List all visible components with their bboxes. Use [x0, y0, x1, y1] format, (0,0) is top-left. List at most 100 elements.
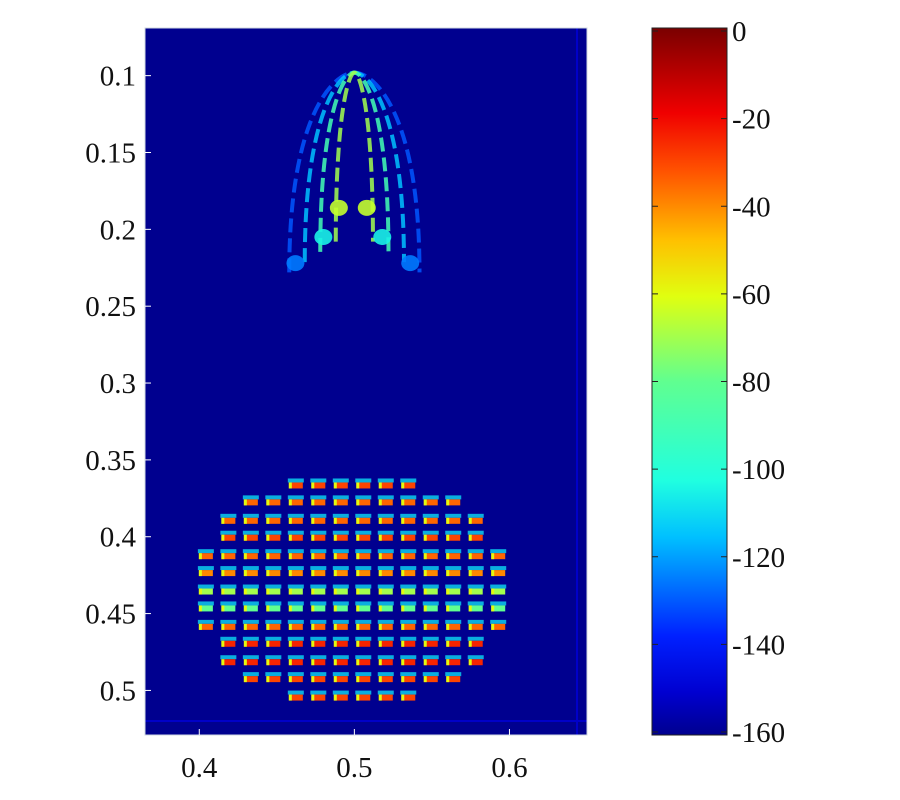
dot-halo: [467, 513, 484, 518]
colorbar-tick-label: -60: [732, 279, 771, 311]
array-dot: [333, 570, 348, 577]
y-tick-label: 0.1: [100, 61, 136, 93]
array-dot: [491, 588, 506, 595]
dot-halo: [400, 495, 417, 500]
array-dot-edge: [423, 605, 427, 612]
dot-halo: [332, 513, 349, 518]
colorbar-tick-label: -80: [732, 367, 771, 399]
array-dot: [311, 534, 326, 541]
array-dot-edge: [266, 517, 270, 524]
dot-halo: [422, 672, 439, 677]
array-dot: [356, 499, 371, 506]
array-dot-edge: [446, 517, 450, 524]
array-dot-edge: [356, 676, 360, 683]
array-dot: [491, 570, 506, 577]
dot-halo: [197, 619, 214, 624]
array-dot: [423, 570, 438, 577]
dot-halo: [445, 566, 462, 571]
y-tick-label: 0.2: [100, 214, 136, 246]
array-dot-edge: [333, 553, 337, 560]
dot-halo: [265, 601, 282, 606]
array-dot: [446, 553, 461, 560]
dot-halo: [377, 636, 394, 641]
dot-halo: [400, 672, 417, 677]
array-dot: [288, 605, 303, 612]
array-dot: [378, 659, 393, 666]
dot-halo: [287, 601, 304, 606]
array-dot: [288, 517, 303, 524]
array-dot: [266, 605, 281, 612]
dot-halo: [220, 584, 237, 589]
array-dot: [356, 517, 371, 524]
heatmap-background: [145, 28, 587, 735]
dot-halo: [242, 636, 259, 641]
dot-halo: [377, 584, 394, 589]
array-dot-edge: [423, 517, 427, 524]
dot-halo: [287, 636, 304, 641]
array-dot: [378, 499, 393, 506]
array-dot-edge: [378, 588, 382, 595]
array-dot: [311, 605, 326, 612]
array-dot-edge: [198, 605, 202, 612]
dot-halo: [355, 530, 372, 535]
dot-halo: [220, 636, 237, 641]
array-dot: [401, 694, 416, 701]
dot-halo: [445, 672, 462, 677]
array-dot-edge: [243, 588, 247, 595]
dot-halo: [265, 566, 282, 571]
array-dot: [468, 570, 483, 577]
array-dot: [423, 659, 438, 666]
arch-blob: [357, 199, 376, 216]
array-dot-edge: [198, 553, 202, 560]
dot-halo: [310, 672, 327, 677]
colorbar-tick-label: -100: [732, 454, 785, 486]
dot-halo: [422, 636, 439, 641]
array-dot: [243, 605, 258, 612]
array-dot-edge: [423, 570, 427, 577]
array-dot: [266, 553, 281, 560]
array-dot-edge: [311, 499, 315, 506]
array-dot: [221, 570, 236, 577]
array-dot-edge: [288, 553, 292, 560]
array-dot-edge: [378, 482, 382, 489]
dot-halo: [332, 672, 349, 677]
array-dot: [243, 553, 258, 560]
array-dot: [333, 534, 348, 541]
array-dot: [198, 553, 213, 560]
dot-halo: [242, 566, 259, 571]
dot-halo: [422, 495, 439, 500]
array-dot-edge: [333, 694, 337, 701]
array-dot-edge: [446, 640, 450, 647]
dot-halo: [400, 619, 417, 624]
array-dot: [378, 640, 393, 647]
array-dot: [446, 659, 461, 666]
dot-halo: [490, 619, 507, 624]
array-dot-edge: [333, 659, 337, 666]
array-dot: [333, 588, 348, 595]
array-dot-edge: [333, 517, 337, 524]
array-dot: [266, 517, 281, 524]
array-dot: [311, 623, 326, 630]
array-dot-edge: [468, 640, 472, 647]
array-dot: [401, 482, 416, 489]
array-dot-edge: [378, 499, 382, 506]
dot-halo: [445, 530, 462, 535]
array-dot-edge: [468, 553, 472, 560]
dot-halo: [265, 513, 282, 518]
dot-halo: [287, 495, 304, 500]
array-dot: [401, 534, 416, 541]
array-dot-edge: [311, 694, 315, 701]
array-dot: [446, 605, 461, 612]
dot-halo: [287, 672, 304, 677]
array-dot-edge: [311, 640, 315, 647]
array-dot-edge: [356, 659, 360, 666]
array-dot-edge: [311, 553, 315, 560]
array-dot: [221, 623, 236, 630]
array-dot: [243, 640, 258, 647]
array-dot-edge: [288, 588, 292, 595]
array-dot-edge: [221, 534, 225, 541]
y-tick-label: 0.5: [100, 675, 136, 707]
arch-blob: [373, 229, 392, 246]
array-dot-edge: [311, 605, 315, 612]
array-dot: [401, 605, 416, 612]
